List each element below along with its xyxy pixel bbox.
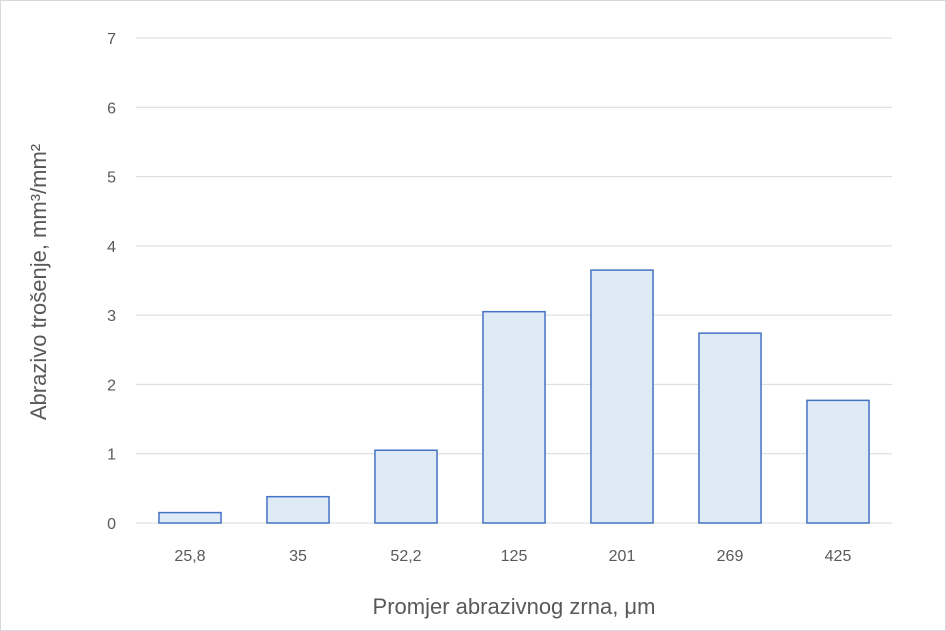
x-tick-label: 125 bbox=[501, 548, 528, 565]
bar-25,8 bbox=[158, 511, 222, 524]
y-tick-label: 5 bbox=[107, 170, 116, 187]
y-tick-label: 2 bbox=[107, 377, 116, 394]
bar-201 bbox=[590, 269, 654, 524]
x-axis-title: Promjer abrazivnog zrna, μm bbox=[373, 594, 656, 619]
x-tick-labels: 25,8 35 52,2 125 201 269 425 bbox=[174, 548, 851, 565]
y-tick-label: 3 bbox=[107, 308, 116, 325]
gridlines bbox=[136, 37, 892, 524]
y-tick-label: 0 bbox=[107, 516, 116, 533]
bar-125 bbox=[482, 310, 546, 524]
x-tick-label: 269 bbox=[717, 548, 744, 565]
bar-269 bbox=[698, 332, 762, 524]
y-tick-label: 4 bbox=[107, 239, 116, 256]
bar-425 bbox=[806, 399, 870, 524]
y-axis-title: Abrazivo trošenje, mm³/mm² bbox=[26, 144, 51, 420]
x-tick-label: 25,8 bbox=[174, 548, 205, 565]
y-tick-labels: 0 1 2 3 4 5 6 7 bbox=[107, 31, 116, 533]
y-tick-label: 1 bbox=[107, 447, 116, 464]
bar-35 bbox=[266, 495, 330, 524]
x-tick-label: 425 bbox=[825, 548, 852, 565]
bars bbox=[158, 269, 870, 524]
y-tick-label: 7 bbox=[107, 31, 116, 48]
x-tick-label: 35 bbox=[289, 548, 307, 565]
y-tick-label: 6 bbox=[107, 100, 116, 117]
x-tick-label: 52,2 bbox=[390, 548, 421, 565]
bar-52,2 bbox=[374, 449, 438, 524]
x-tick-label: 201 bbox=[609, 548, 636, 565]
